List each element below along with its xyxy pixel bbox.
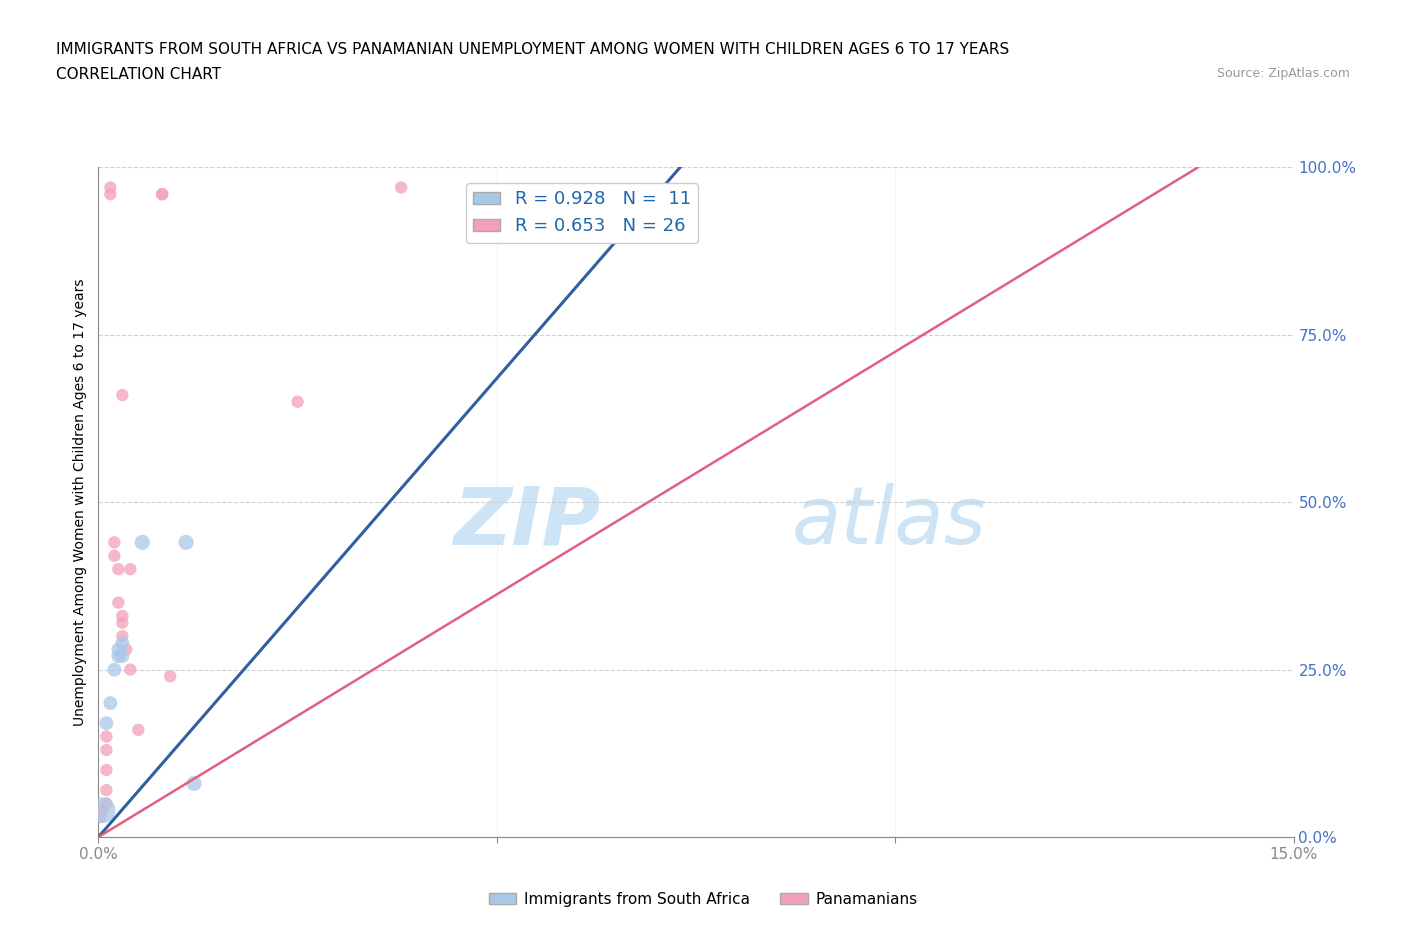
Point bbox=[103, 535, 125, 550]
Point bbox=[103, 549, 125, 564]
Point bbox=[107, 595, 129, 610]
Point bbox=[90, 809, 112, 824]
Text: atlas: atlas bbox=[792, 484, 987, 562]
Point bbox=[120, 562, 142, 577]
Point bbox=[150, 187, 173, 202]
Point bbox=[107, 642, 129, 657]
Point bbox=[111, 629, 134, 644]
Point bbox=[98, 180, 122, 195]
Point bbox=[115, 642, 138, 657]
Point bbox=[183, 776, 205, 790]
Point bbox=[107, 649, 129, 664]
Point bbox=[91, 803, 114, 817]
Text: ZIP: ZIP bbox=[453, 484, 600, 562]
Point bbox=[91, 803, 114, 817]
Point bbox=[131, 535, 153, 550]
Legend: R = 0.928   N =  11, R = 0.653   N = 26: R = 0.928 N = 11, R = 0.653 N = 26 bbox=[465, 183, 697, 243]
Point bbox=[98, 187, 122, 202]
Point bbox=[389, 180, 412, 195]
Y-axis label: Unemployment Among Women with Children Ages 6 to 17 years: Unemployment Among Women with Children A… bbox=[73, 278, 87, 726]
Point bbox=[96, 796, 118, 811]
Point bbox=[127, 723, 149, 737]
Text: Source: ZipAtlas.com: Source: ZipAtlas.com bbox=[1216, 67, 1350, 80]
Point bbox=[96, 763, 118, 777]
Point bbox=[98, 696, 122, 711]
Point bbox=[111, 635, 134, 650]
Text: IMMIGRANTS FROM SOUTH AFRICA VS PANAMANIAN UNEMPLOYMENT AMONG WOMEN WITH CHILDRE: IMMIGRANTS FROM SOUTH AFRICA VS PANAMANI… bbox=[56, 42, 1010, 57]
Point bbox=[111, 649, 134, 664]
Point bbox=[107, 562, 129, 577]
Point bbox=[287, 394, 309, 409]
Point bbox=[96, 716, 118, 731]
Point bbox=[96, 742, 118, 757]
Point bbox=[111, 388, 134, 403]
Point bbox=[150, 187, 173, 202]
Text: CORRELATION CHART: CORRELATION CHART bbox=[56, 67, 221, 82]
Point bbox=[111, 616, 134, 631]
Point bbox=[111, 608, 134, 623]
Point bbox=[174, 535, 197, 550]
Point bbox=[120, 662, 142, 677]
Point bbox=[96, 783, 118, 798]
Point bbox=[103, 662, 125, 677]
Point bbox=[96, 729, 118, 744]
Legend: Immigrants from South Africa, Panamanians: Immigrants from South Africa, Panamanian… bbox=[482, 886, 924, 913]
Point bbox=[159, 669, 181, 684]
